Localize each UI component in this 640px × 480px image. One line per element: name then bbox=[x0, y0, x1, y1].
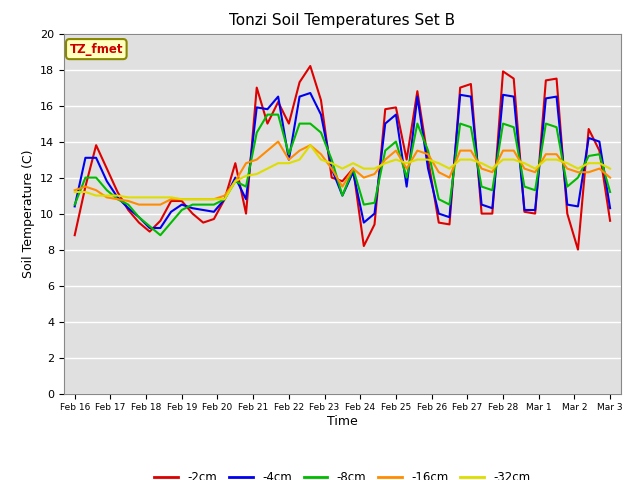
X-axis label: Time: Time bbox=[327, 415, 358, 428]
Y-axis label: Soil Temperature (C): Soil Temperature (C) bbox=[22, 149, 35, 278]
Title: Tonzi Soil Temperatures Set B: Tonzi Soil Temperatures Set B bbox=[229, 13, 456, 28]
Text: TZ_fmet: TZ_fmet bbox=[70, 43, 123, 56]
Legend: -2cm, -4cm, -8cm, -16cm, -32cm: -2cm, -4cm, -8cm, -16cm, -32cm bbox=[150, 466, 535, 480]
